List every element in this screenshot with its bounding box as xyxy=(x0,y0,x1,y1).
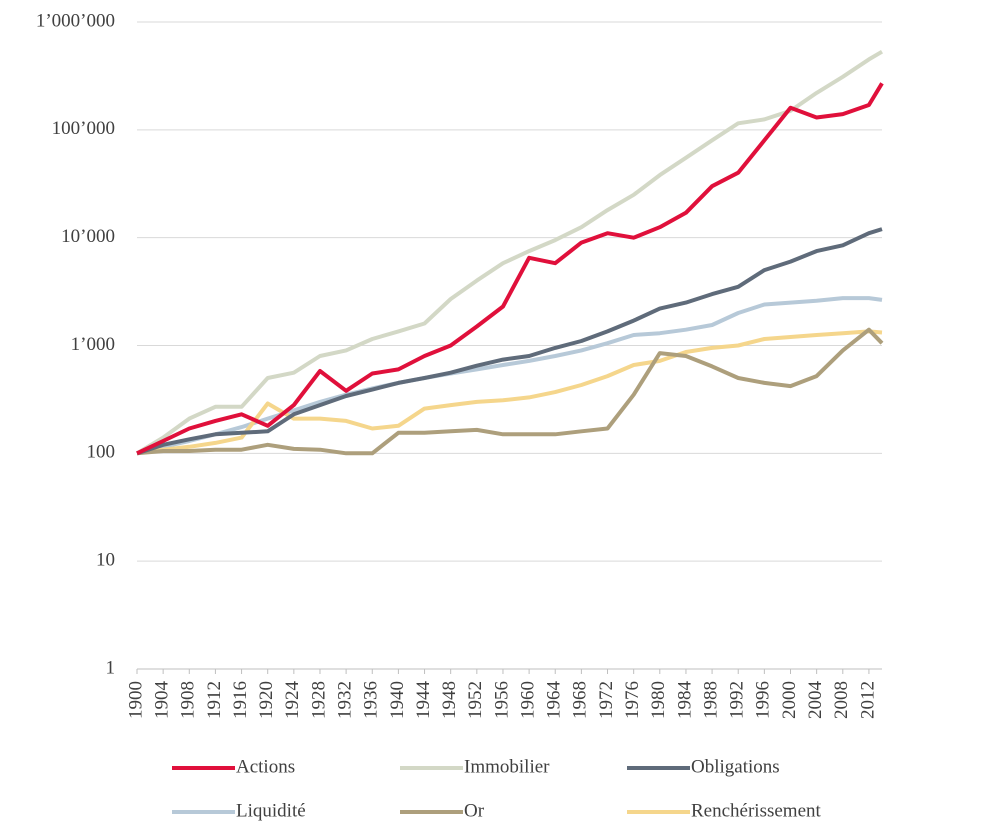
series-line xyxy=(136,329,883,456)
x-tick-label: 1960 xyxy=(517,681,538,719)
y-tick-label: 1’000’000 xyxy=(36,10,115,31)
x-tick-label: 1932 xyxy=(334,681,355,719)
x-tick-label: 2012 xyxy=(857,681,878,719)
x-tick-label: 1900 xyxy=(125,681,146,719)
series-line xyxy=(136,296,883,456)
x-tick-label: 1988 xyxy=(700,681,721,719)
x-tick-label: 1952 xyxy=(465,681,486,719)
y-tick-label: 100’000 xyxy=(52,118,115,139)
legend-label: Immobilier xyxy=(464,756,550,777)
x-tick-label: 1956 xyxy=(491,681,512,719)
x-tick-label: 1980 xyxy=(648,681,669,719)
x-tick-label: 2008 xyxy=(831,681,852,719)
x-tick-label: 1936 xyxy=(361,681,382,719)
legend-label: Liquidité xyxy=(236,800,306,821)
x-tick-label: 1928 xyxy=(308,681,329,719)
legend-label: Actions xyxy=(236,756,295,777)
y-tick-label: 10’000 xyxy=(61,226,115,247)
x-tick-label: 1996 xyxy=(753,681,774,719)
y-tick-label: 10 xyxy=(96,550,115,571)
legend-label: Or xyxy=(464,800,485,821)
x-tick-label: 1920 xyxy=(256,681,277,719)
x-tick-label: 1940 xyxy=(387,681,408,719)
series-line xyxy=(135,49,884,456)
series-line xyxy=(136,327,884,456)
series-line xyxy=(136,227,883,456)
x-tick-label: 1972 xyxy=(596,681,617,719)
legend-label: Renchérissement xyxy=(691,800,822,821)
x-tick-label: 1904 xyxy=(151,681,172,720)
x-tick-label: 1976 xyxy=(622,681,643,719)
x-tick-label: 1924 xyxy=(282,681,303,720)
series-line xyxy=(136,82,884,456)
x-tick-label: 1908 xyxy=(178,681,199,719)
x-tick-label: 1912 xyxy=(204,681,225,719)
x-tick-label: 1948 xyxy=(439,681,460,719)
y-tick-label: 1 xyxy=(106,657,116,678)
x-tick-label: 1944 xyxy=(413,681,434,720)
x-tick-label: 2000 xyxy=(779,681,800,719)
x-tick-label: 1984 xyxy=(674,681,695,720)
x-tick-label: 1968 xyxy=(570,681,591,719)
x-tick-label: 1964 xyxy=(544,681,565,720)
y-tick-label: 1’000 xyxy=(71,334,115,355)
legend-label: Obligations xyxy=(691,756,780,777)
x-tick-label: 2004 xyxy=(805,681,826,720)
x-tick-label: 1916 xyxy=(230,681,251,719)
x-tick-label: 1992 xyxy=(727,681,748,719)
y-tick-label: 100 xyxy=(87,442,116,463)
